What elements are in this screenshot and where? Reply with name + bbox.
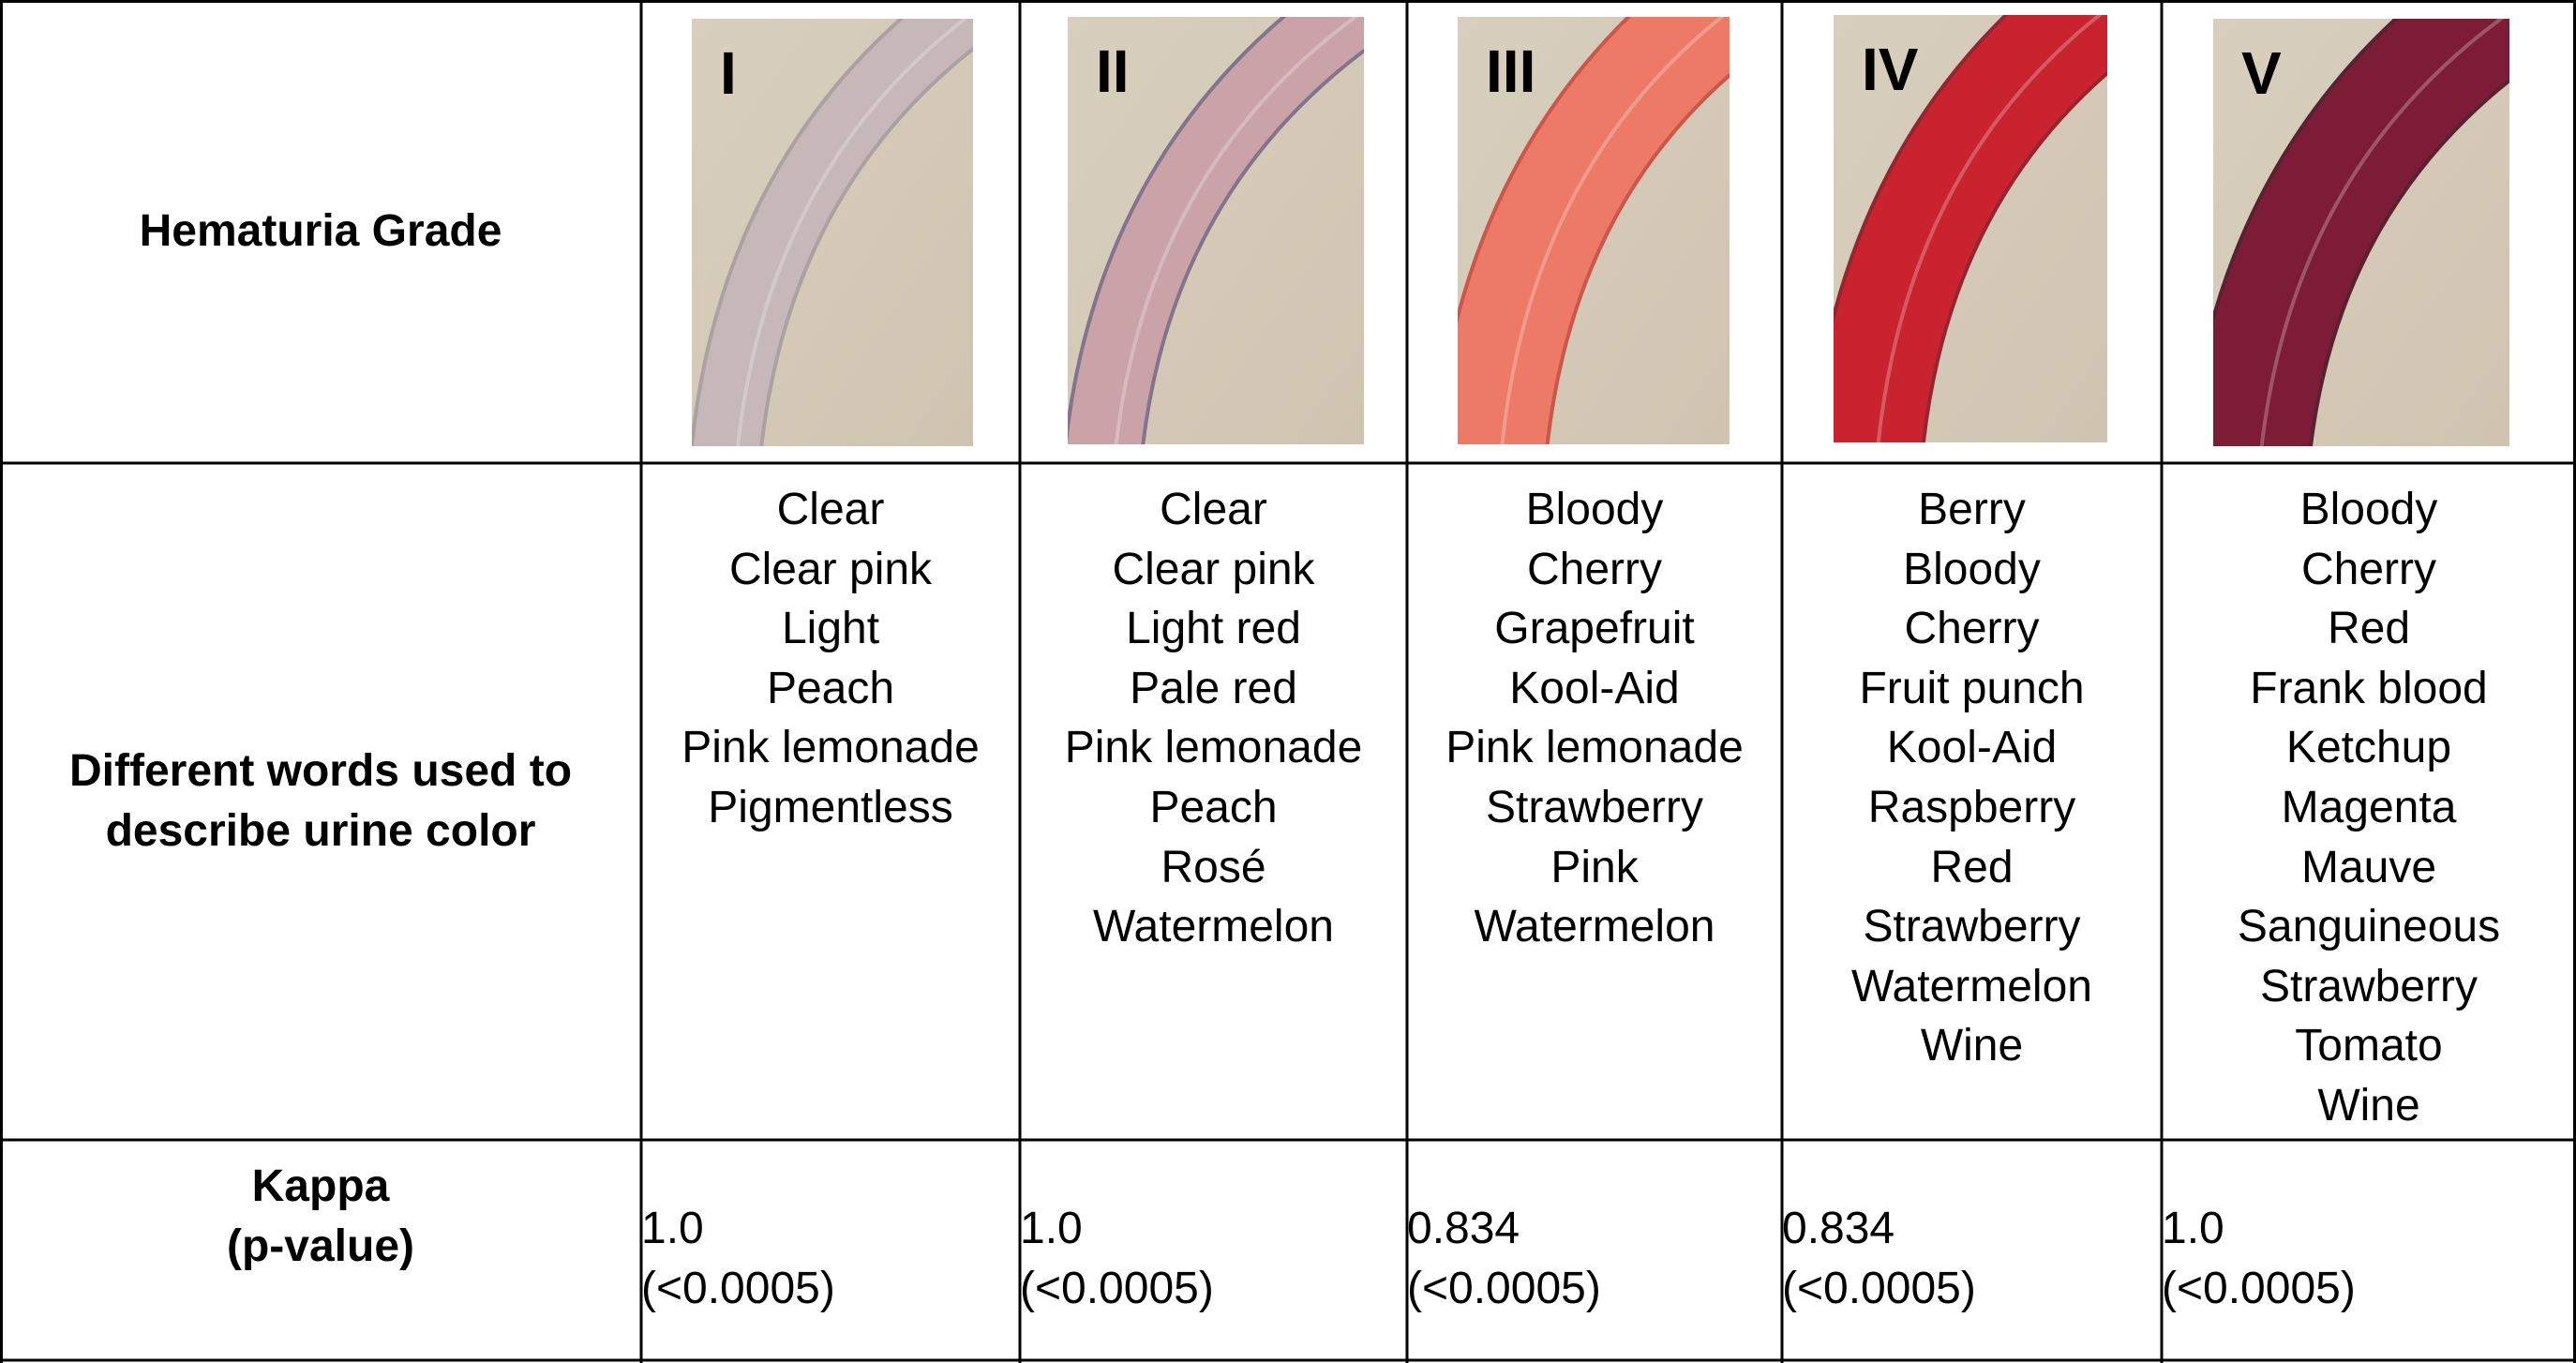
color-word: Watermelon — [1474, 902, 1715, 952]
color-word: Cherry — [2300, 544, 2437, 594]
color-word: Frank blood — [2250, 663, 2488, 713]
color-word: Red — [1930, 842, 2014, 892]
grade-3-words-cell: Bloody Cherry Grapefruit Kool-Aid Pink lemon… — [1407, 463, 1782, 1140]
kappa-value: 1.0 — [1020, 1203, 1083, 1253]
urine-tube-icon — [2213, 19, 2509, 446]
color-word: Wine — [2317, 1080, 2420, 1131]
kappa-value: 1.0 — [641, 1203, 704, 1253]
kappa-header-line-2: (p-value) — [226, 1221, 414, 1271]
words-header-line-2: describe urine color — [105, 806, 536, 856]
p-value: (<0.0005) — [1782, 1263, 1976, 1313]
color-word: Peach — [766, 663, 895, 713]
hematuria-grade-label: Hematuria Grade — [139, 206, 502, 256]
grade-4-urine-photo — [1834, 15, 2107, 442]
color-word: Sanguineous — [2237, 902, 2501, 952]
urine-tube-icon — [1068, 17, 1364, 444]
color-word: Strawberry — [2259, 961, 2479, 1011]
urine-tube-icon — [1834, 15, 2107, 442]
grade-3-urine-photo — [1458, 17, 1730, 444]
color-word: Magenta — [2281, 782, 2457, 832]
kappa-value: 0.834 — [1782, 1203, 1895, 1253]
grade-3-kappa-cell: 0.834 (<0.0005) — [1407, 1140, 1782, 1360]
color-words-list: Bloody Cherry Grapefruit Kool-Aid Pink lemon… — [1445, 480, 1744, 957]
kappa-value: 0.834 — [1407, 1203, 1520, 1253]
grade-1-urine-photo — [692, 19, 973, 446]
color-word: Pink — [1550, 842, 1639, 892]
color-word: Rosé — [1161, 842, 1266, 892]
color-word: Cherry — [1526, 544, 1663, 594]
color-words-list: Clear Clear pink Light Peach Pink lemonade Pi… — [681, 480, 980, 838]
color-words-list: Berry Bloody Cherry Fruit punch Kool-Aid Rasp… — [1851, 480, 2092, 1076]
color-word: Clear pink — [1112, 544, 1315, 594]
grade-label: V — [2241, 39, 2282, 107]
color-word: Watermelon — [1851, 961, 2092, 1011]
color-word: Pink lemonade — [1445, 723, 1744, 773]
p-value: (<0.0005) — [1020, 1263, 1214, 1313]
color-word: Bloody — [1903, 544, 2041, 594]
kappa-header-line-1: Kappa — [251, 1161, 390, 1211]
color-word: Fruit punch — [1859, 663, 2085, 713]
color-word: Pink lemonade — [681, 723, 980, 773]
grade-2-kappa-cell: 1.0 (<0.0005) — [1020, 1140, 1407, 1360]
words-header-line-1: Different words used to — [68, 746, 573, 796]
color-word: Berry — [1918, 485, 2026, 534]
color-word: Clear — [776, 485, 885, 534]
color-word: Clear pink — [728, 544, 933, 594]
urine-tube-icon — [1458, 17, 1730, 444]
color-word: Watermelon — [1093, 902, 1334, 952]
grade-2-words-cell: Clear Clear pink Light red Pale red Pink lem… — [1020, 463, 1407, 1140]
color-word: Bloody — [2299, 485, 2438, 534]
grade-5-urine-photo — [2213, 19, 2509, 446]
color-word: Cherry — [1904, 604, 2040, 654]
color-word: Ketchup — [2285, 723, 2452, 773]
color-word: Red — [2327, 604, 2411, 654]
color-word: Raspberry — [1867, 782, 2076, 832]
grade-label: I — [720, 39, 737, 107]
color-word: Kool-Aid — [1509, 663, 1680, 713]
color-word: Light red — [1126, 604, 1301, 654]
color-word: Bloody — [1525, 485, 1664, 534]
kappa-value: 1.0 — [2162, 1203, 2224, 1253]
color-word: Pink lemonade — [1064, 723, 1363, 773]
grade-label: II — [1096, 37, 1130, 105]
color-word: Strawberry — [1863, 902, 2081, 952]
color-words-list: Clear Clear pink Light red Pale red Pink lem… — [1065, 480, 1363, 957]
color-word: Mauve — [2300, 842, 2437, 892]
grade-label: IV — [1862, 36, 1919, 103]
color-word: Wine — [1920, 1021, 2024, 1071]
grade-4-kappa-cell: 0.834 (<0.0005) — [1782, 1140, 2162, 1360]
p-value: (<0.0005) — [2162, 1263, 2356, 1313]
urine-tube-icon — [692, 19, 973, 446]
grade-label: III — [1486, 37, 1536, 105]
grade-5-kappa-cell: 1.0 (<0.0005) — [2162, 1140, 2576, 1360]
grade-1-words-cell: Clear Clear pink Light Peach Pink lemonade Pi… — [641, 463, 1020, 1140]
color-words-list: Bloody Cherry Red Frank blood Ketchup Magenta… — [2238, 480, 2500, 1136]
color-word: Pigmentless — [708, 782, 953, 832]
grade-2-urine-photo — [1068, 17, 1364, 444]
color-word: Clear — [1160, 485, 1267, 534]
p-value: (<0.0005) — [641, 1263, 835, 1313]
color-word: Kool-Aid — [1886, 723, 2058, 773]
color-word: Light — [781, 604, 880, 654]
color-word: Grapefruit — [1494, 604, 1695, 654]
grade-4-words-cell: Berry Bloody Cherry Fruit punch Kool-Aid Rasp… — [1782, 463, 2162, 1140]
grade-5-words-cell: Bloody Cherry Red Frank blood Ketchup Magenta… — [2162, 463, 2576, 1140]
row-header-kappa: Kappa (p-value) — [0, 1140, 641, 1360]
row-header-words: Different words used to describe urine c… — [0, 463, 641, 1140]
grade-1-kappa-cell: 1.0 (<0.0005) — [641, 1140, 1020, 1360]
color-word: Pale red — [1130, 663, 1297, 713]
color-word: Strawberry — [1485, 782, 1704, 832]
row-header-hematuria-grade: Hematuria Grade — [0, 0, 641, 463]
color-word: Tomato — [2295, 1021, 2443, 1071]
p-value: (<0.0005) — [1407, 1263, 1601, 1313]
color-word: Peach — [1149, 782, 1278, 832]
